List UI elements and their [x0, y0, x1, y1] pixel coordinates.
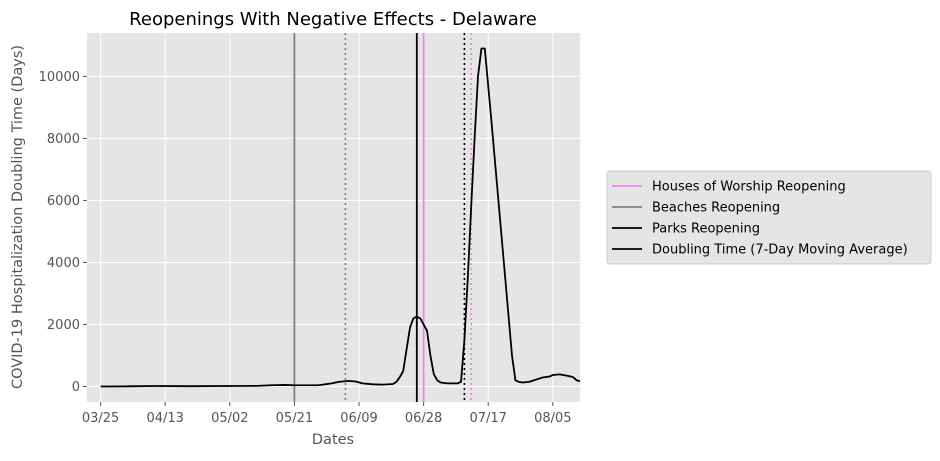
legend: Houses of Worship Reopening Beaches Reope…: [606, 170, 932, 265]
y-axis-label: COVID-19 Hospitalization Doubling Time (…: [10, 45, 26, 389]
x-axis-label: Dates: [312, 432, 354, 448]
doubling-time-line: [100, 47, 581, 388]
x-tick-label: 03/25: [82, 411, 119, 426]
x-tick-label: 05/02: [211, 411, 248, 426]
legend-label: Beaches Reopening: [652, 201, 780, 216]
legend-label: Doubling Time (7-Day Moving Average): [652, 243, 908, 258]
plot-area: [87, 33, 580, 402]
y-tick-label: 4000: [47, 256, 80, 271]
y-tick-label: 0: [72, 380, 80, 395]
x-tick-label: 06/28: [405, 411, 442, 426]
y-tick-label: 8000: [47, 132, 80, 147]
y-tick-label: 10000: [39, 70, 80, 85]
legend-label: Parks Reopening: [652, 222, 760, 237]
chart-title: Reopenings With Negative Effects - Delaw…: [129, 9, 537, 30]
x-tick-label: 06/09: [340, 411, 377, 426]
x-tick-label: 05/21: [276, 411, 313, 426]
legend-label: Houses of Worship Reopening: [652, 180, 846, 195]
y-tick-label: 2000: [47, 318, 80, 333]
x-tick-label: 04/13: [146, 411, 183, 426]
y-tick-label: 6000: [47, 194, 80, 209]
axis-ticks: 03/25 04/13 05/02 05/21 06/09 06/28 07/17 08/05…: [39, 70, 572, 426]
series: [100, 47, 581, 388]
x-tick-label: 07/17: [469, 411, 506, 426]
legend-box: [606, 170, 932, 265]
x-tick-label: 08/05: [534, 411, 571, 426]
reopening-lines: [293, 33, 473, 402]
